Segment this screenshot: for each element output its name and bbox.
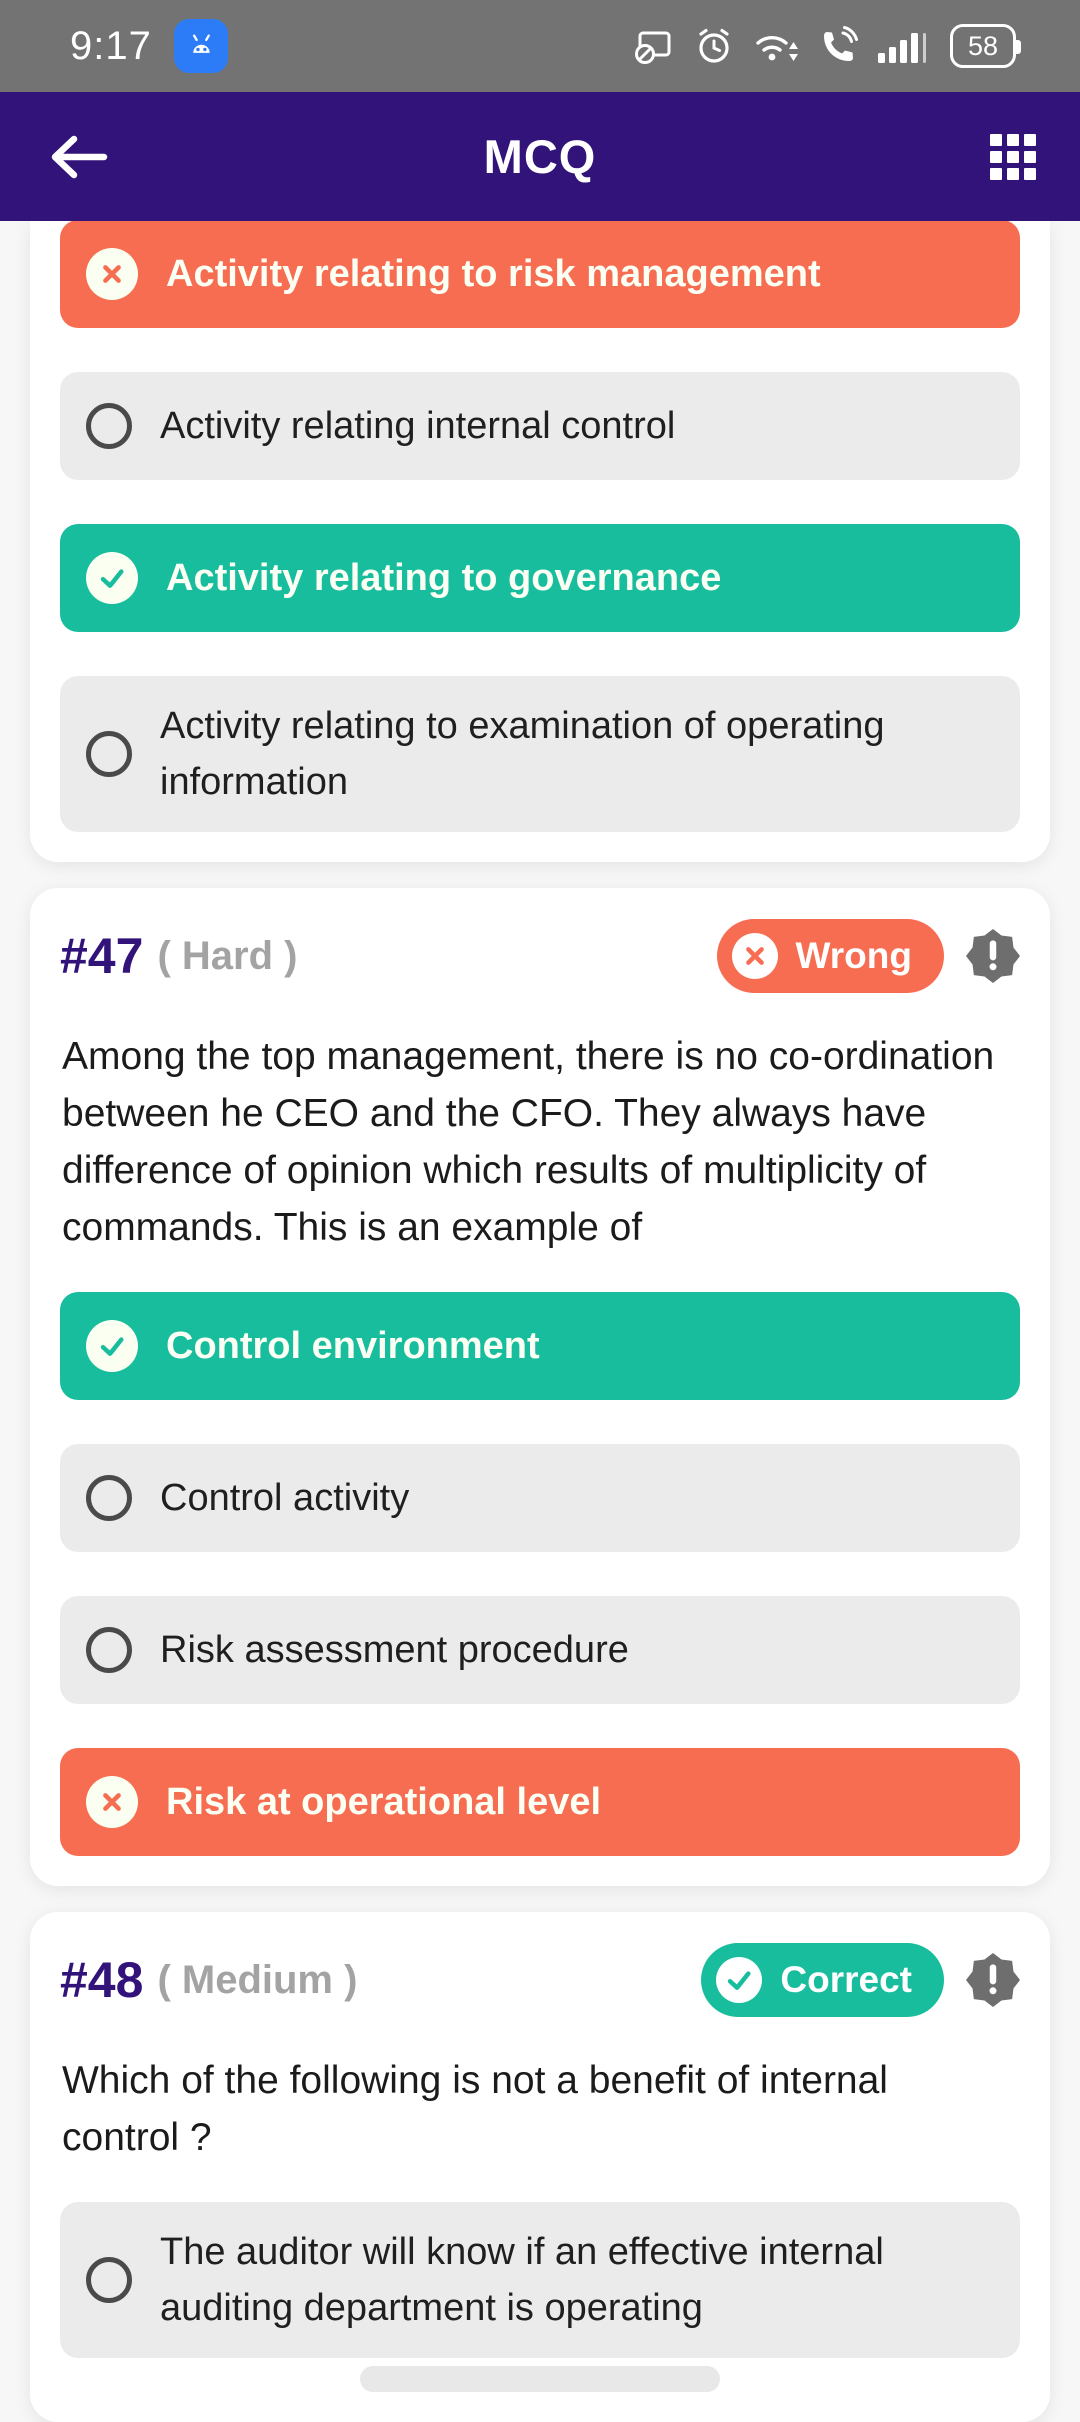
question-number: #48 — [60, 1952, 144, 2008]
status-bar: 9:17 — [0, 0, 1080, 92]
result-badge: Wrong — [716, 919, 944, 993]
option-label: Activity relating internal control — [160, 405, 676, 447]
question-header: #48 ( Medium ) Correct — [60, 1942, 1020, 2018]
option-label: The auditor will know if an effective in… — [160, 2231, 884, 2329]
x-icon — [86, 1776, 138, 1828]
question-number: #47 — [60, 928, 144, 984]
check-icon — [86, 552, 138, 604]
question-card: Activity relating to risk management Acti… — [30, 221, 1050, 862]
result-badge: Correct — [701, 1943, 944, 2017]
answer-option[interactable]: Activity relating internal control — [60, 372, 1020, 480]
answer-option[interactable]: Control environment — [60, 1292, 1020, 1400]
question-card: #47 ( Hard ) Wrong Among the top management… — [30, 888, 1050, 1886]
option-label: Control environment — [166, 1325, 540, 1367]
answer-option[interactable]: Activity relating to risk management — [60, 221, 1020, 328]
answer-option[interactable]: The auditor will know if an effective in… — [60, 2202, 1020, 2358]
clock-time: 9:17 — [70, 23, 152, 68]
x-circle-icon — [731, 933, 778, 979]
check-icon — [86, 1320, 138, 1372]
result-label: Correct — [780, 1959, 912, 2000]
report-exclamation-seal-icon — [966, 1953, 1020, 2010]
back-button[interactable] — [42, 131, 114, 183]
question-difficulty: ( Medium ) — [157, 1957, 358, 2002]
app-bar: MCQ — [0, 92, 1080, 221]
options-list: The auditor will know if an effective in… — [60, 2202, 1020, 2358]
battery-icon: 58 — [950, 24, 1021, 68]
answer-option[interactable]: Risk assessment procedure — [60, 1596, 1020, 1704]
status-icons: 58 — [632, 24, 1021, 68]
alarm-icon — [692, 24, 736, 68]
question-header: #47 ( Hard ) Wrong — [60, 918, 1020, 994]
check-circle-icon — [716, 1957, 763, 2003]
answer-option[interactable]: Control activity — [60, 1444, 1020, 1552]
back-arrow-icon — [42, 131, 114, 183]
screen-cast-blocked-icon — [632, 24, 676, 68]
option-label: Activity relating to risk management — [166, 253, 821, 295]
option-label: Activity relating to examination of oper… — [160, 705, 885, 803]
wifi-calling-icon — [816, 24, 860, 68]
options-list: Activity relating to risk management Acti… — [60, 221, 1020, 832]
question-text: Among the top management, there is no co… — [62, 1035, 995, 1249]
report-button[interactable] — [966, 929, 1020, 983]
result-label: Wrong — [795, 935, 912, 976]
answer-option[interactable]: Activity relating to governance — [60, 524, 1020, 632]
wifi-updown-icon — [752, 24, 800, 68]
option-label: Risk assessment procedure — [160, 1629, 629, 1671]
report-exclamation-seal-icon — [966, 929, 1020, 986]
question-text: Which of the following is not a benefit … — [62, 2059, 888, 2159]
option-label: Risk at operational level — [166, 1781, 602, 1823]
radio-icon — [86, 2257, 132, 2303]
grid-menu-button[interactable] — [988, 132, 1038, 182]
option-label: Activity relating to governance — [166, 557, 722, 599]
answer-option[interactable]: Activity relating to examination of oper… — [60, 676, 1020, 832]
page-title: MCQ — [483, 130, 597, 183]
report-button[interactable] — [966, 1953, 1020, 2007]
radio-icon — [86, 731, 132, 777]
radio-icon — [86, 403, 132, 449]
question-list: Activity relating to risk management Acti… — [0, 221, 1080, 2422]
grid-menu-icon — [988, 132, 1038, 182]
signal-bars-icon — [876, 25, 928, 67]
options-list: Control environment Control activity Risk … — [60, 1292, 1020, 1856]
battery-percent: 58 — [967, 30, 999, 61]
x-icon — [86, 248, 138, 300]
answer-option[interactable]: Risk at operational level — [60, 1748, 1020, 1856]
radio-icon — [86, 1475, 132, 1521]
partial-element-peek — [360, 2366, 720, 2392]
radio-icon — [86, 1627, 132, 1673]
question-card: #48 ( Medium ) Correct Which of the followi… — [30, 1912, 1050, 2422]
android-messages-icon — [173, 19, 228, 73]
question-difficulty: ( Hard ) — [157, 933, 298, 978]
option-label: Control activity — [160, 1477, 410, 1519]
